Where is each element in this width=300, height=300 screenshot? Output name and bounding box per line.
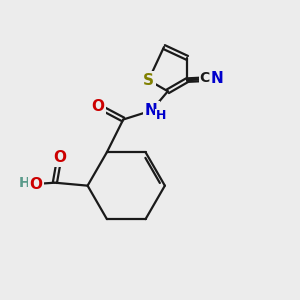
- Text: H: H: [156, 110, 166, 122]
- Text: C: C: [199, 71, 209, 85]
- Text: O: O: [92, 99, 104, 114]
- Text: O: O: [53, 150, 66, 165]
- Text: N: N: [211, 71, 223, 86]
- Text: O: O: [29, 177, 42, 192]
- Text: H: H: [19, 176, 30, 190]
- Text: N: N: [145, 103, 158, 118]
- Text: S: S: [143, 73, 154, 88]
